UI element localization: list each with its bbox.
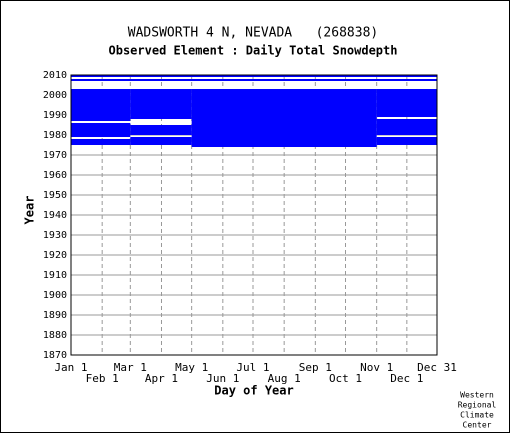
credit: Climate xyxy=(460,411,494,420)
y-tick-label: 1980 xyxy=(43,130,67,141)
y-tick-label: 1880 xyxy=(43,330,67,341)
plot-border xyxy=(70,74,438,356)
y-tick-label: 2010 xyxy=(43,70,67,81)
x-tick-label: Sep 1 xyxy=(299,361,332,374)
coverage-segment xyxy=(376,119,437,135)
y-tick-label: 1940 xyxy=(43,210,67,221)
coverage-segment xyxy=(130,125,192,135)
y-tick-label: 1920 xyxy=(43,250,67,261)
y-tick-label: 1890 xyxy=(43,310,67,321)
y-tick-label: 1990 xyxy=(43,110,67,121)
x-tick-label: Oct 1 xyxy=(329,372,362,385)
coverage-segment xyxy=(376,137,437,145)
x-tick-label: Mar 1 xyxy=(114,361,147,374)
x-tick-label: Jun 1 xyxy=(206,372,239,385)
coverage-segment xyxy=(71,123,131,137)
y-tick-label: 1870 xyxy=(43,350,67,361)
x-tick-label: Aug 1 xyxy=(268,372,301,385)
x-tick-label: May 1 xyxy=(175,361,208,374)
x-tick-label: Jan 1 xyxy=(54,361,87,374)
x-tick-label: Feb 1 xyxy=(86,372,119,385)
y-tick-label: 1930 xyxy=(43,230,67,241)
y-tick-label: 1900 xyxy=(43,290,67,301)
coverage-segment xyxy=(130,89,192,119)
credit: Regional xyxy=(458,401,497,410)
y-tick-label: 1970 xyxy=(43,150,67,161)
x-tick-label: Apr 1 xyxy=(145,372,178,385)
credit: Western xyxy=(460,391,494,400)
coverage-segment xyxy=(71,79,437,81)
x-tick-label: Nov 1 xyxy=(360,361,393,374)
coverage-segment xyxy=(71,139,131,145)
credit: Center xyxy=(463,421,492,430)
coverage-segment xyxy=(71,89,131,121)
chart-subtitle: Observed Element : Daily Total Snowdepth xyxy=(109,44,398,58)
y-tick-label: 1910 xyxy=(43,270,67,281)
y-tick-label: 1960 xyxy=(43,170,67,181)
coverage-segment xyxy=(130,137,192,145)
x-tick-label: Dec 1 xyxy=(390,372,423,385)
coverage-segment xyxy=(376,89,437,117)
y-axis-label: Year xyxy=(23,196,37,225)
x-tick-label: Jul 1 xyxy=(236,361,269,374)
y-tick-label: 2000 xyxy=(43,90,67,101)
y-tick-label: 1950 xyxy=(43,190,67,201)
x-tick-label: Dec 31 xyxy=(417,361,457,374)
x-axis-label: Day of Year xyxy=(214,384,293,398)
coverage-segment xyxy=(191,75,377,77)
coverage-segment xyxy=(191,89,377,147)
chart-title: WADSWORTH 4 N, NEVADA (268838) xyxy=(128,26,378,41)
